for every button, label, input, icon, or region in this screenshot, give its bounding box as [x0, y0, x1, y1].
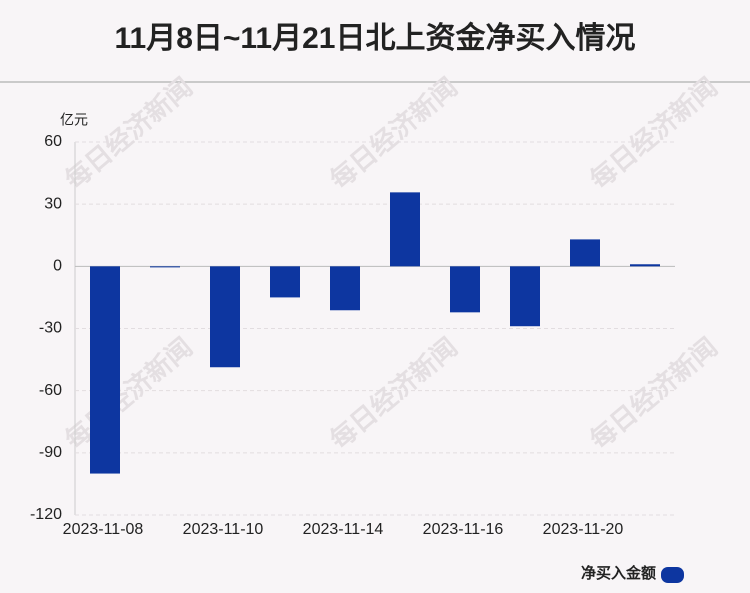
bar [150, 266, 180, 268]
y-tick-label: -60 [39, 382, 62, 399]
bar [570, 239, 600, 267]
bar [510, 266, 540, 327]
chart-title: 11月8日~11月21日北上资金净买入情况 [114, 21, 635, 55]
x-tick-label: 2023-11-14 [303, 521, 384, 538]
bar [330, 266, 360, 311]
y-tick-label: 0 [53, 258, 62, 275]
bar [450, 266, 480, 313]
x-tick-label: 2023-11-16 [423, 521, 504, 538]
y-tick-label: 30 [44, 195, 62, 212]
y-tick-label: -30 [39, 320, 62, 337]
bar [90, 266, 120, 474]
legend-label: 净买入金额 [581, 564, 656, 582]
bar [210, 266, 240, 368]
y-axis-label: 亿元 [60, 112, 88, 128]
bar [390, 192, 420, 267]
x-tick-label: 2023-11-10 [183, 521, 264, 538]
bar [630, 264, 660, 267]
y-tick-label: -90 [39, 444, 62, 461]
x-tick-label: 2023-11-08 [63, 521, 144, 538]
bar [270, 266, 300, 298]
y-tick-label: -120 [30, 506, 62, 523]
x-tick-label: 2023-11-20 [543, 521, 624, 538]
y-tick-label: 60 [44, 133, 62, 150]
legend-swatch [661, 567, 684, 583]
